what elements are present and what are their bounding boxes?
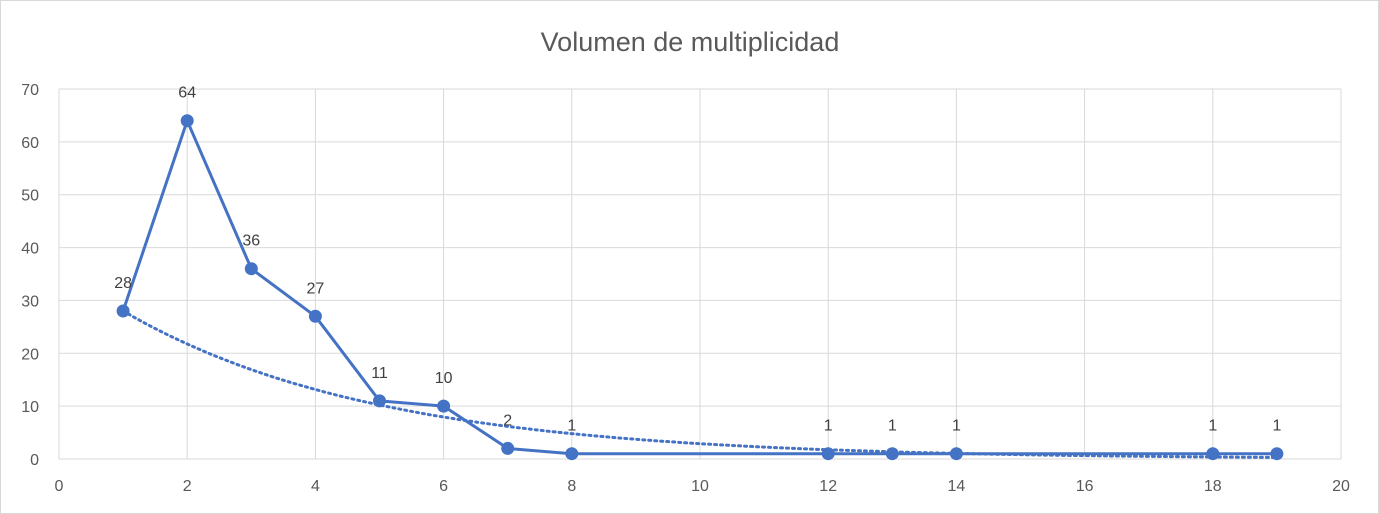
data-label: 28 xyxy=(114,275,132,292)
data-label: 64 xyxy=(178,85,196,102)
x-tick-label: 6 xyxy=(439,478,448,495)
x-tick-label: 2 xyxy=(183,478,192,495)
data-point xyxy=(565,447,579,461)
chart-title: Volumen de multiplicidad xyxy=(541,27,840,57)
x-tick-label: 12 xyxy=(819,478,837,495)
data-label: 27 xyxy=(307,280,325,297)
y-tick-label: 50 xyxy=(21,188,39,205)
x-tick-label: 10 xyxy=(691,478,709,495)
data-label: 1 xyxy=(888,418,897,435)
y-axis-ticks: 0 10 20 30 40 50 60 70 xyxy=(21,82,39,469)
data-label: 1 xyxy=(1272,418,1281,435)
y-tick-label: 10 xyxy=(21,399,39,416)
data-point xyxy=(308,309,322,323)
y-tick-label: 20 xyxy=(21,346,39,363)
data-point xyxy=(373,394,386,408)
data-point xyxy=(244,262,258,276)
data-label: 1 xyxy=(952,418,961,435)
data-label: 11 xyxy=(371,365,388,382)
x-tick-label: 16 xyxy=(1076,478,1094,495)
data-point xyxy=(885,447,899,461)
data-label: 1 xyxy=(824,418,833,435)
data-label: 10 xyxy=(435,370,453,387)
x-axis-ticks: 0 2 4 6 8 10 12 14 16 18 20 xyxy=(55,478,1350,495)
x-tick-label: 4 xyxy=(311,478,320,495)
data-point xyxy=(437,399,451,413)
y-tick-label: 0 xyxy=(30,452,39,469)
data-point xyxy=(116,304,130,318)
data-point xyxy=(949,447,963,461)
data-point xyxy=(821,447,835,461)
data-markers xyxy=(116,114,1284,461)
y-tick-label: 60 xyxy=(21,135,39,152)
x-tick-label: 8 xyxy=(567,478,576,495)
data-label: 1 xyxy=(1208,418,1217,435)
data-point xyxy=(180,114,194,128)
trendline xyxy=(121,309,1279,459)
gridlines xyxy=(58,88,1342,460)
x-tick-label: 20 xyxy=(1332,478,1350,495)
data-label: 1 xyxy=(567,418,576,435)
data-point xyxy=(1206,447,1220,461)
y-tick-label: 30 xyxy=(21,293,39,310)
x-tick-label: 14 xyxy=(948,478,966,495)
data-point xyxy=(501,441,515,455)
y-tick-label: 40 xyxy=(21,241,39,258)
x-tick-label: 0 xyxy=(55,478,64,495)
y-tick-label: 70 xyxy=(21,82,39,99)
data-label: 36 xyxy=(242,233,260,250)
data-point xyxy=(1270,447,1284,461)
data-label: 2 xyxy=(503,412,512,429)
x-tick-label: 18 xyxy=(1204,478,1222,495)
